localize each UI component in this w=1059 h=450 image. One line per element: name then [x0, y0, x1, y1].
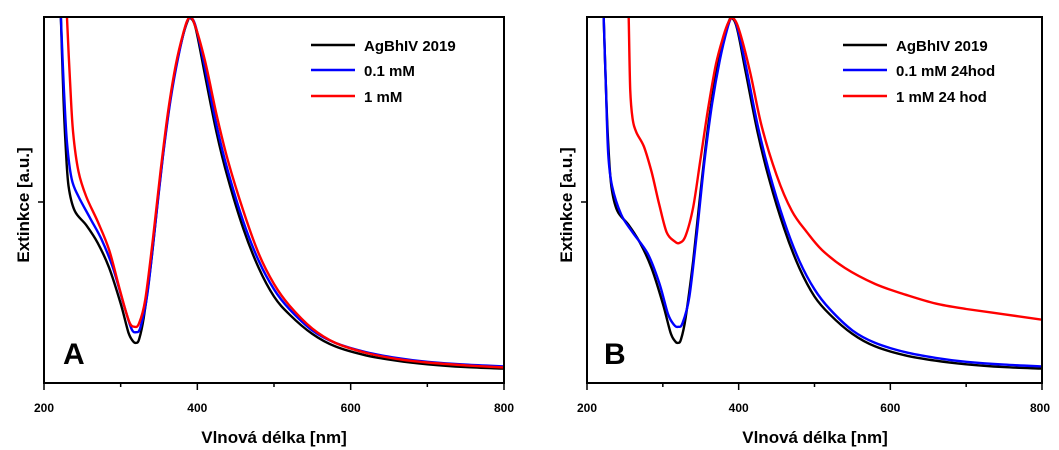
plot-area-b [602, 17, 1042, 370]
chart-panel-b: 200 400 600 800 Vlnová délka [nm] Extink… [557, 16, 1050, 447]
legend-label-1mm: 1 mM [364, 89, 402, 106]
x-tick-label-200: 200 [577, 401, 597, 415]
legend-label-0-1mm-24hod: 0.1 mM 24hod [896, 63, 995, 80]
chart-panel-a: 200 400 600 800 Vlnová délka [nm] Extink… [14, 16, 514, 447]
legend-a: AgBhIV 2019 0.1 mM 1 mM [311, 38, 456, 106]
y-axis-title-b: Extinkce [a.u.] [557, 147, 576, 262]
x-tick-label-200: 200 [34, 401, 54, 415]
x-axis-title-a: Vlnová délka [nm] [201, 428, 346, 447]
plot-frame-a [43, 16, 505, 384]
x-tick-label-400: 400 [729, 401, 749, 415]
legend-label-1mm-24hod: 1 mM 24 hod [896, 89, 987, 106]
x-axis-title-b: Vlnová délka [nm] [742, 428, 887, 447]
axis-ticks-a [38, 201, 505, 390]
legend-label-agbhiv: AgBhIV 2019 [364, 38, 456, 55]
legend-b: AgBhIV 2019 0.1 mM 24hod 1 mM 24 hod [843, 38, 995, 106]
legend-label-agbhiv: AgBhIV 2019 [896, 38, 988, 55]
panel-label-b: B [604, 338, 626, 371]
panel-label-a: A [63, 338, 85, 371]
x-tick-label-600: 600 [880, 401, 900, 415]
axis-ticks-b [581, 201, 1043, 390]
x-tick-label-600: 600 [341, 401, 361, 415]
x-tick-label-800: 800 [494, 401, 514, 415]
plot-area-a [59, 17, 504, 370]
series-line-3 [627, 17, 1042, 321]
series-line-2 [602, 17, 1042, 368]
x-tick-label-800: 800 [1030, 401, 1050, 415]
legend-label-0-1mm: 0.1 mM [364, 63, 415, 80]
series-line-3 [65, 17, 504, 369]
y-axis-title-a: Extinkce [a.u.] [14, 147, 33, 262]
x-tick-label-400: 400 [187, 401, 207, 415]
